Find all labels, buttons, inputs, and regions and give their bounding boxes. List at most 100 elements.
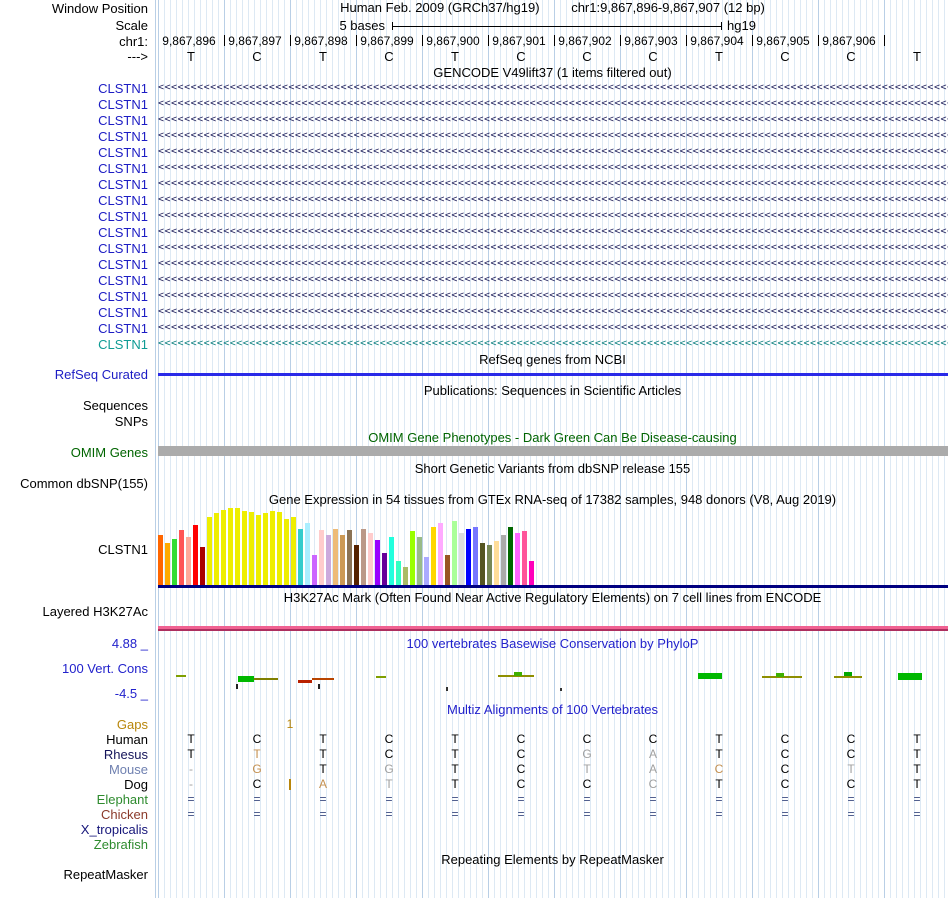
ref-base: C: [780, 49, 790, 64]
refseq-curated-feature[interactable]: [158, 373, 948, 376]
gtex-bar: [193, 525, 198, 585]
gencode-transcript-label[interactable]: CLSTN1: [98, 81, 148, 96]
snps-label[interactable]: SNPs: [114, 414, 148, 429]
species-label[interactable]: X_tropicalis: [80, 822, 148, 837]
gencode-transcript[interactable]: <<<<<<<<<<<<<<<<<<<<<<<<<<<<<<<<<<<<<<<<…: [158, 258, 948, 269]
alignment-base: G: [252, 762, 262, 776]
conservation-mark: [834, 676, 862, 678]
species-label[interactable]: Dog: [124, 777, 148, 792]
gtex-bar: [382, 553, 387, 585]
browser-title: Human Feb. 2009 (GRCh37/hg19) chr1:9,867…: [155, 1, 950, 15]
gencode-transcript[interactable]: <<<<<<<<<<<<<<<<<<<<<<<<<<<<<<<<<<<<<<<<…: [158, 130, 948, 141]
vert-cons-label[interactable]: 100 Vert. Cons: [62, 661, 148, 676]
alignment-base: =: [451, 807, 459, 821]
ruler-position-label: 9,867,897: [228, 34, 282, 48]
conservation-mark: [844, 672, 852, 676]
common-dbsnp-label[interactable]: Common dbSNP(155): [20, 476, 148, 491]
alignment-base: T: [913, 777, 921, 791]
ruler-tick: [488, 35, 489, 46]
gencode-transcript-label[interactable]: CLSTN1: [98, 289, 148, 304]
repeatmasker-label[interactable]: RepeatMasker: [63, 867, 148, 882]
ref-base: C: [846, 49, 856, 64]
gencode-transcript[interactable]: <<<<<<<<<<<<<<<<<<<<<<<<<<<<<<<<<<<<<<<<…: [158, 210, 948, 221]
gencode-transcript-label[interactable]: CLSTN1: [98, 193, 148, 208]
species-label[interactable]: Mouse: [108, 762, 148, 777]
species-label[interactable]: Rhesus: [103, 747, 148, 762]
alignment-base: A: [318, 777, 328, 791]
layered-h3k27ac-label[interactable]: Layered H3K27Ac: [42, 604, 148, 619]
gencode-transcript[interactable]: <<<<<<<<<<<<<<<<<<<<<<<<<<<<<<<<<<<<<<<<…: [158, 98, 948, 109]
gencode-transcript-label[interactable]: CLSTN1: [98, 321, 148, 336]
species-label[interactable]: Elephant: [96, 792, 148, 807]
conservation-mark: [498, 675, 534, 677]
gtex-bar: [473, 527, 478, 585]
gencode-transcript-label[interactable]: CLSTN1: [98, 209, 148, 224]
ruler-position-label: 9,867,899: [360, 34, 414, 48]
gencode-transcript-label[interactable]: CLSTN1: [98, 177, 148, 192]
gencode-transcript[interactable]: <<<<<<<<<<<<<<<<<<<<<<<<<<<<<<<<<<<<<<<<…: [158, 226, 948, 237]
alignment-base: =: [253, 807, 261, 821]
omim-genes-label[interactable]: OMIM Genes: [70, 445, 148, 460]
species-label[interactable]: Chicken: [101, 807, 148, 822]
gencode-transcript[interactable]: <<<<<<<<<<<<<<<<<<<<<<<<<<<<<<<<<<<<<<<<…: [158, 162, 948, 173]
alignment-base: =: [451, 792, 459, 806]
gencode-transcript[interactable]: <<<<<<<<<<<<<<<<<<<<<<<<<<<<<<<<<<<<<<<<…: [158, 194, 948, 205]
alignment-base: A: [648, 747, 658, 761]
scale-bar: [392, 22, 722, 30]
alignment-base: =: [385, 807, 393, 821]
gencode-transcript-label[interactable]: CLSTN1: [98, 161, 148, 176]
alignment-base: -: [189, 762, 193, 776]
alignment-base: =: [187, 807, 195, 821]
gap-count: 1: [286, 717, 294, 731]
species-label[interactable]: Zebrafish: [93, 837, 148, 852]
ref-base: C: [648, 49, 658, 64]
gencode-transcript[interactable]: <<<<<<<<<<<<<<<<<<<<<<<<<<<<<<<<<<<<<<<<…: [158, 178, 948, 189]
gencode-transcript-label[interactable]: CLSTN1: [98, 145, 148, 160]
gencode-transcript[interactable]: <<<<<<<<<<<<<<<<<<<<<<<<<<<<<<<<<<<<<<<<…: [158, 82, 948, 93]
gencode-transcript-label[interactable]: CLSTN1: [98, 257, 148, 272]
alignment-base: =: [913, 807, 921, 821]
sequences-label[interactable]: Sequences: [82, 398, 148, 413]
alignment-base: C: [648, 777, 658, 791]
alignment-base: C: [780, 732, 790, 746]
cons-ymin-label: -4.5 _: [114, 686, 148, 701]
gencode-transcript[interactable]: <<<<<<<<<<<<<<<<<<<<<<<<<<<<<<<<<<<<<<<<…: [158, 242, 948, 253]
gencode-transcript-label[interactable]: CLSTN1: [98, 241, 148, 256]
gencode-transcript-label[interactable]: CLSTN1: [98, 225, 148, 240]
browser-tracks-area: Human Feb. 2009 (GRCh37/hg19) chr1:9,867…: [155, 0, 950, 898]
alignment-base: C: [582, 732, 592, 746]
gencode-transcript-label[interactable]: CLSTN1: [98, 97, 148, 112]
gencode-transcript[interactable]: <<<<<<<<<<<<<<<<<<<<<<<<<<<<<<<<<<<<<<<<…: [158, 322, 948, 333]
ruler-tick: [620, 35, 621, 46]
alignment-base: T: [913, 747, 921, 761]
conservation-mark: [698, 673, 722, 679]
h3k27ac-signal-line: [158, 626, 948, 629]
gencode-transcript-label[interactable]: CLSTN1: [98, 129, 148, 144]
gencode-transcript[interactable]: <<<<<<<<<<<<<<<<<<<<<<<<<<<<<<<<<<<<<<<<…: [158, 338, 948, 349]
alignment-base: C: [384, 732, 394, 746]
alignment-base: -: [189, 777, 193, 791]
gencode-transcript-label[interactable]: CLSTN1: [98, 305, 148, 320]
conservation-mark: [762, 676, 802, 678]
gencode-transcript[interactable]: <<<<<<<<<<<<<<<<<<<<<<<<<<<<<<<<<<<<<<<<…: [158, 146, 948, 157]
gencode-transcript[interactable]: <<<<<<<<<<<<<<<<<<<<<<<<<<<<<<<<<<<<<<<<…: [158, 274, 948, 285]
species-label[interactable]: Human: [106, 732, 148, 747]
gencode-transcript[interactable]: <<<<<<<<<<<<<<<<<<<<<<<<<<<<<<<<<<<<<<<<…: [158, 114, 948, 125]
alignment-base: T: [715, 732, 723, 746]
gaps-label[interactable]: Gaps: [116, 717, 148, 732]
alignment-base: T: [451, 747, 459, 761]
gtex-bar: [200, 547, 205, 585]
conservation-mark: [514, 672, 522, 676]
window-position-label: Window Position: [51, 1, 148, 16]
track-labels-gutter: Window Position Scale chr1: ---> RefSeq Cura…: [0, 0, 152, 898]
gencode-transcript-label[interactable]: CLSTN1: [98, 337, 148, 352]
gencode-transcript-label[interactable]: CLSTN1: [98, 273, 148, 288]
alignment-base: T: [319, 732, 327, 746]
refseq-curated-label[interactable]: RefSeq Curated: [54, 367, 148, 382]
gtex-gene-label[interactable]: CLSTN1: [98, 542, 148, 557]
gencode-transcript[interactable]: <<<<<<<<<<<<<<<<<<<<<<<<<<<<<<<<<<<<<<<<…: [158, 290, 948, 301]
alignment-base: T: [715, 747, 723, 761]
gencode-transcript-label[interactable]: CLSTN1: [98, 113, 148, 128]
omim-gene-feature[interactable]: [158, 446, 948, 456]
gencode-transcript[interactable]: <<<<<<<<<<<<<<<<<<<<<<<<<<<<<<<<<<<<<<<<…: [158, 306, 948, 317]
